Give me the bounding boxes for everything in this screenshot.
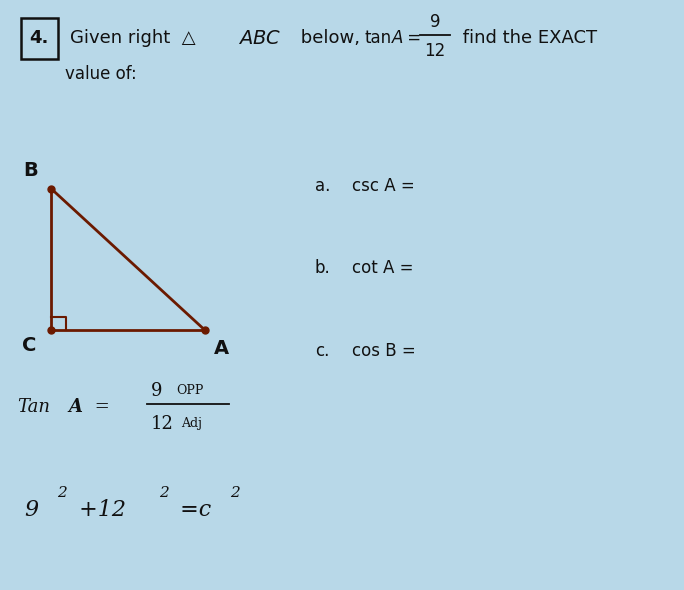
Text: find the EXACT: find the EXACT (457, 30, 597, 47)
Text: $\it{A}$: $\it{A}$ (391, 30, 404, 47)
Text: tan: tan (365, 30, 392, 47)
Text: Given right  △: Given right △ (70, 30, 196, 47)
Text: cos B =: cos B = (352, 342, 416, 360)
Text: =c: =c (173, 499, 211, 522)
Text: C: C (22, 336, 36, 355)
FancyBboxPatch shape (21, 18, 58, 59)
Text: cot A =: cot A = (352, 260, 414, 277)
Text: below,: below, (295, 30, 360, 47)
Text: Adj: Adj (181, 417, 202, 430)
Text: a.: a. (315, 177, 330, 195)
Text: OPP: OPP (176, 384, 204, 397)
Text: Tan: Tan (17, 398, 50, 416)
Text: $\it{ABC}$: $\it{ABC}$ (238, 29, 281, 48)
Text: 12: 12 (150, 415, 173, 432)
Text: =: = (89, 398, 109, 416)
Text: b.: b. (315, 260, 330, 277)
Text: 9: 9 (430, 13, 440, 31)
Text: 2: 2 (57, 486, 66, 500)
Text: csc A =: csc A = (352, 177, 415, 195)
Text: A: A (68, 398, 82, 416)
Text: value of:: value of: (65, 65, 137, 83)
Text: B: B (23, 161, 38, 180)
Text: 9: 9 (150, 382, 162, 399)
Text: 9: 9 (24, 499, 38, 522)
Text: 2: 2 (231, 486, 240, 500)
Text: =: = (402, 30, 421, 47)
Text: 4.: 4. (29, 30, 49, 47)
Text: c.: c. (315, 342, 329, 360)
Text: 12: 12 (424, 42, 446, 60)
Text: +12: +12 (72, 499, 126, 522)
Text: 2: 2 (159, 486, 169, 500)
Text: A: A (213, 339, 228, 358)
